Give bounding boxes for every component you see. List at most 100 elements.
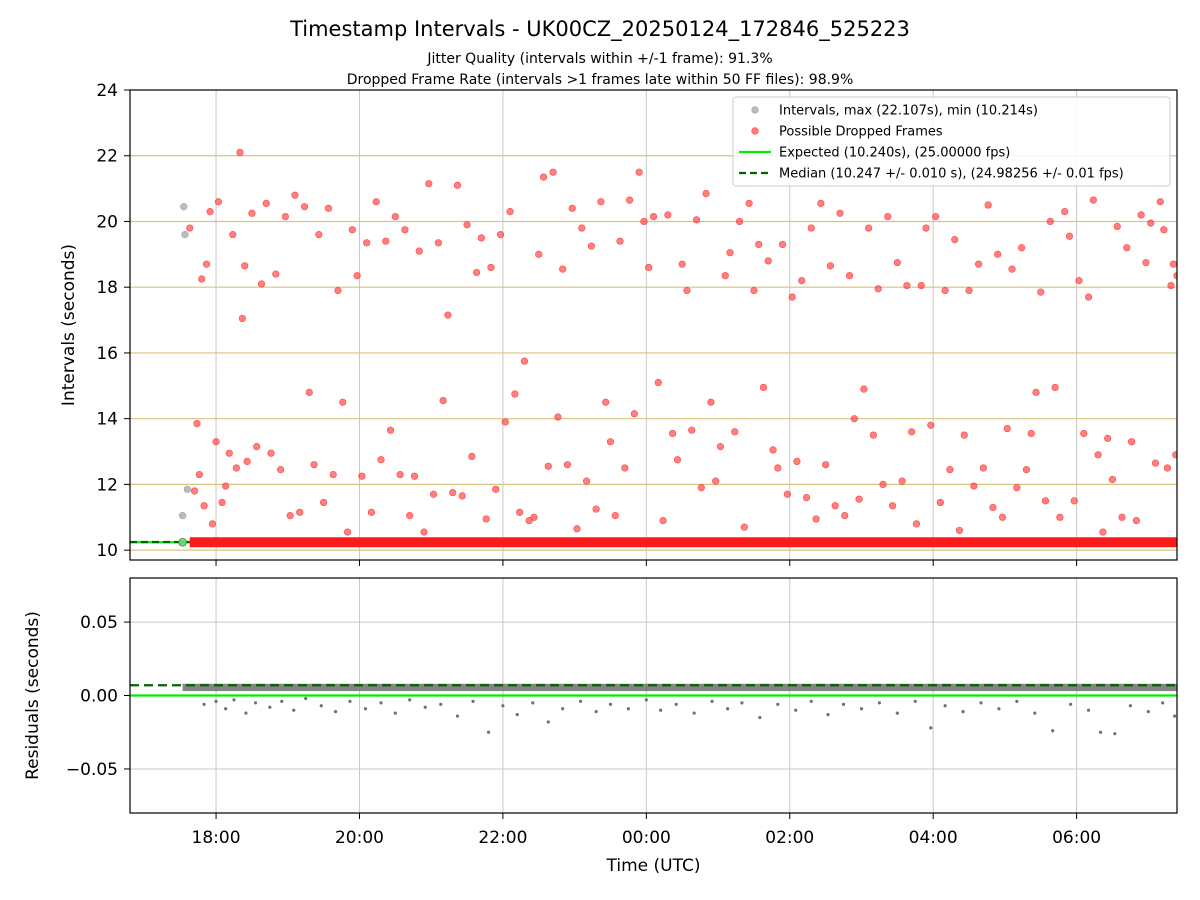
dropped-frame-point — [477, 234, 485, 242]
residual-point — [859, 707, 864, 711]
x-tick-label: 02:00 — [765, 828, 814, 848]
dropped-frame-point — [241, 262, 249, 270]
dropped-frame-point — [453, 181, 462, 189]
dropped-frame-point — [1169, 260, 1177, 268]
dropped-frame-point — [1027, 429, 1035, 438]
residual-point — [379, 701, 383, 705]
dropped-frame-point — [358, 472, 366, 480]
dropped-frame-point — [544, 462, 552, 470]
dropped-frame-point — [955, 526, 964, 535]
dropped-frame-point — [979, 464, 987, 472]
dropped-frame-point — [1070, 497, 1078, 505]
residual-point — [961, 710, 965, 714]
dropped-frame-point — [922, 224, 930, 232]
residual-point — [740, 701, 744, 705]
interval-point — [178, 512, 187, 520]
dropped-frame-point — [415, 247, 423, 255]
dropped-frame-point — [692, 216, 701, 224]
intervals-y-ticks: 10 12 14 16 18 20 22 24 — [96, 81, 130, 561]
dropped-frame-point — [353, 272, 361, 280]
dropped-frame-point — [1172, 451, 1177, 459]
dropped-frame-point — [535, 250, 543, 258]
dropped-frame-point — [649, 212, 658, 221]
dropped-frame-point — [473, 268, 481, 277]
dropped-frame-point — [1160, 226, 1168, 234]
dropped-frame-point — [1003, 424, 1011, 433]
dropped-frame-point — [1056, 513, 1064, 521]
dropped-frame-point — [669, 429, 677, 438]
residual-point — [692, 711, 696, 715]
dropped-frame-point — [936, 498, 944, 507]
dropped-frame-point — [516, 508, 524, 516]
dropped-frame-point — [343, 528, 352, 536]
dropped-frame-point — [640, 217, 648, 226]
residuals-dense-band — [182, 683, 1177, 692]
dropped-frame-point — [1108, 475, 1117, 484]
dropped-frame-point — [276, 466, 285, 474]
residual-point — [515, 712, 519, 717]
residual-point — [809, 699, 813, 703]
x-tick-label: 04:00 — [909, 828, 958, 848]
residual-point — [659, 708, 663, 712]
dropped-frame-point — [554, 413, 562, 421]
dropped-frame-point — [186, 224, 194, 232]
x-tick-label: 00:00 — [622, 828, 671, 848]
dropped-frame-point — [1018, 244, 1026, 252]
residual-point — [202, 702, 206, 706]
residual-point — [578, 699, 583, 703]
dropped-frame-point — [363, 239, 371, 247]
dropped-frame-point — [989, 503, 997, 512]
dropped-frame-baseline-band — [189, 537, 1177, 548]
dropped-frame-point — [315, 231, 323, 239]
dropped-frame-point — [812, 515, 820, 523]
dropped-frame-point — [253, 443, 261, 451]
dropped-frame-point — [898, 477, 906, 485]
dropped-frame-point — [339, 398, 347, 406]
residual-point — [841, 702, 846, 706]
residual-point — [531, 701, 535, 705]
dropped-frame-point — [625, 196, 634, 204]
dropped-frame-point — [195, 470, 203, 479]
dropped-frame-point — [645, 263, 653, 272]
dropped-frame-point — [229, 231, 237, 239]
dropped-frame-point — [248, 209, 256, 217]
dropped-frame-point — [391, 212, 399, 221]
dropped-frame-point — [429, 490, 438, 498]
dropped-frame-point — [860, 385, 868, 393]
x-tick-label: 06:00 — [1052, 828, 1101, 848]
dropped-frame-point — [468, 452, 476, 461]
dropped-frame-point — [458, 492, 466, 500]
dropped-frame-point — [334, 286, 342, 295]
dropped-frame-point — [912, 520, 921, 528]
dropped-frame-point — [372, 198, 380, 206]
dropped-frame-point — [329, 470, 337, 479]
residual-point — [439, 702, 443, 706]
dropped-frame-point — [1046, 217, 1054, 226]
dropped-frame-point — [212, 438, 220, 446]
residual-point — [333, 710, 338, 714]
dropped-frame-point — [994, 250, 1002, 258]
dropped-frame-point — [726, 249, 734, 257]
dropped-frame-point — [984, 201, 992, 209]
dropped-frame-point — [769, 446, 777, 454]
dropped-frame-point — [238, 314, 246, 323]
dropped-frame-point — [573, 525, 581, 533]
residual-point — [348, 699, 352, 703]
residual-point — [1146, 710, 1150, 714]
intervals-y-tick-label: 18 — [96, 278, 118, 298]
dropped-frame-point — [582, 477, 591, 485]
intervals-y-tick-label: 24 — [96, 81, 118, 101]
dropped-frame-point — [439, 396, 447, 405]
residual-point — [268, 705, 272, 709]
dropped-frame-point — [1163, 464, 1172, 472]
dropped-frame-point — [841, 512, 849, 520]
interval-point — [181, 231, 189, 239]
residual-point — [1051, 729, 1055, 733]
chart-title: Timestamp Intervals - UK00CZ_20250124_17… — [289, 17, 910, 42]
dropped-frame-point — [367, 508, 376, 516]
dropped-frame-point — [348, 226, 356, 234]
residual-point — [304, 696, 308, 701]
dropped-frame-point — [664, 211, 672, 219]
expected-start-marker — [178, 537, 187, 547]
dropped-frame-point — [817, 199, 825, 207]
